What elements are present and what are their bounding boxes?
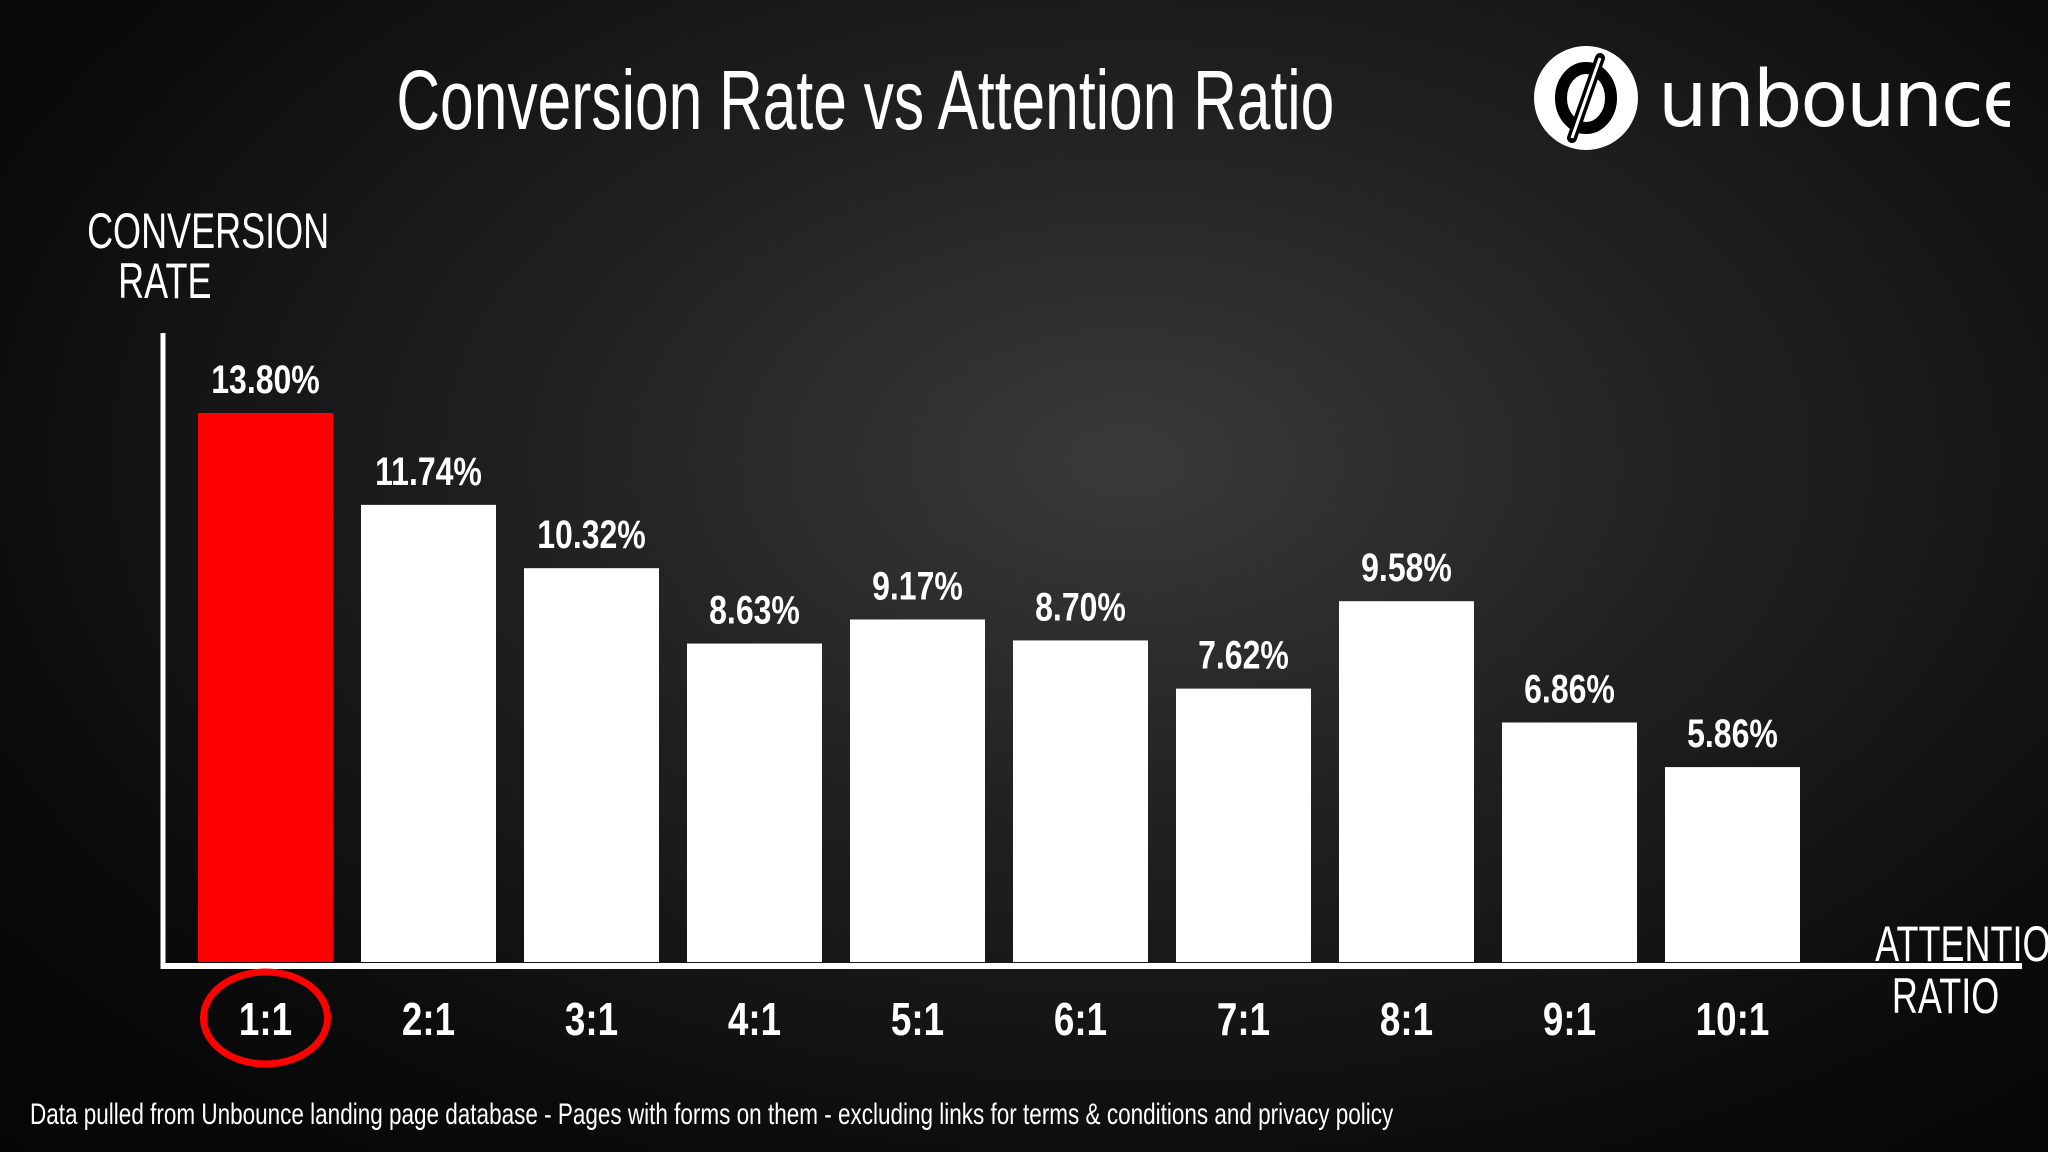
bar-9-1 (1502, 722, 1637, 962)
bar-5-1 (850, 619, 985, 962)
y-axis-label: CONVERSION RATE (87, 203, 330, 309)
value-label: 5.86% (1687, 711, 1778, 756)
bar-1-1 (198, 413, 333, 962)
bar-10-1 (1665, 767, 1800, 962)
highlight-circle (200, 968, 331, 1068)
value-label: 9.58% (1361, 545, 1452, 590)
value-label: 11.74% (375, 448, 482, 493)
category-label: 7:1 (1217, 993, 1270, 1045)
value-label: 8.70% (1035, 584, 1126, 629)
bar-6-1 (1013, 640, 1148, 962)
value-label: 10.32% (537, 512, 646, 557)
value-label: 13.80% (211, 357, 320, 402)
bar-8-1 (1339, 601, 1474, 962)
chart-title: Conversion Rate vs Attention Ratio (396, 53, 1334, 147)
footer-note: Data pulled from Unbounce landing page d… (30, 1098, 1394, 1131)
svg-text:unbounce: unbounce (1658, 55, 2010, 145)
bar-7-1 (1176, 688, 1311, 962)
category-label: 8:1 (1380, 993, 1433, 1045)
category-label: 5:1 (891, 993, 944, 1045)
category-label: 9:1 (1543, 993, 1596, 1045)
category-label: 2:1 (402, 993, 455, 1045)
bar-4-1 (687, 643, 822, 962)
value-label: 6.86% (1524, 666, 1615, 711)
value-label: 7.62% (1198, 632, 1289, 677)
x-axis-label: ATTENTION RATIO (1875, 916, 2048, 1024)
category-label: 6:1 (1054, 993, 1107, 1045)
category-label: 1:1 (239, 993, 292, 1045)
value-label: 9.17% (872, 563, 963, 608)
category-label: 4:1 (728, 993, 781, 1045)
bar-3-1 (524, 568, 659, 962)
bar-2-1 (361, 504, 496, 962)
category-label: 3:1 (565, 993, 618, 1045)
category-label: 10:1 (1696, 993, 1770, 1045)
unbounce-logo: unbounce (1534, 46, 2010, 150)
value-label: 8.63% (709, 587, 800, 632)
